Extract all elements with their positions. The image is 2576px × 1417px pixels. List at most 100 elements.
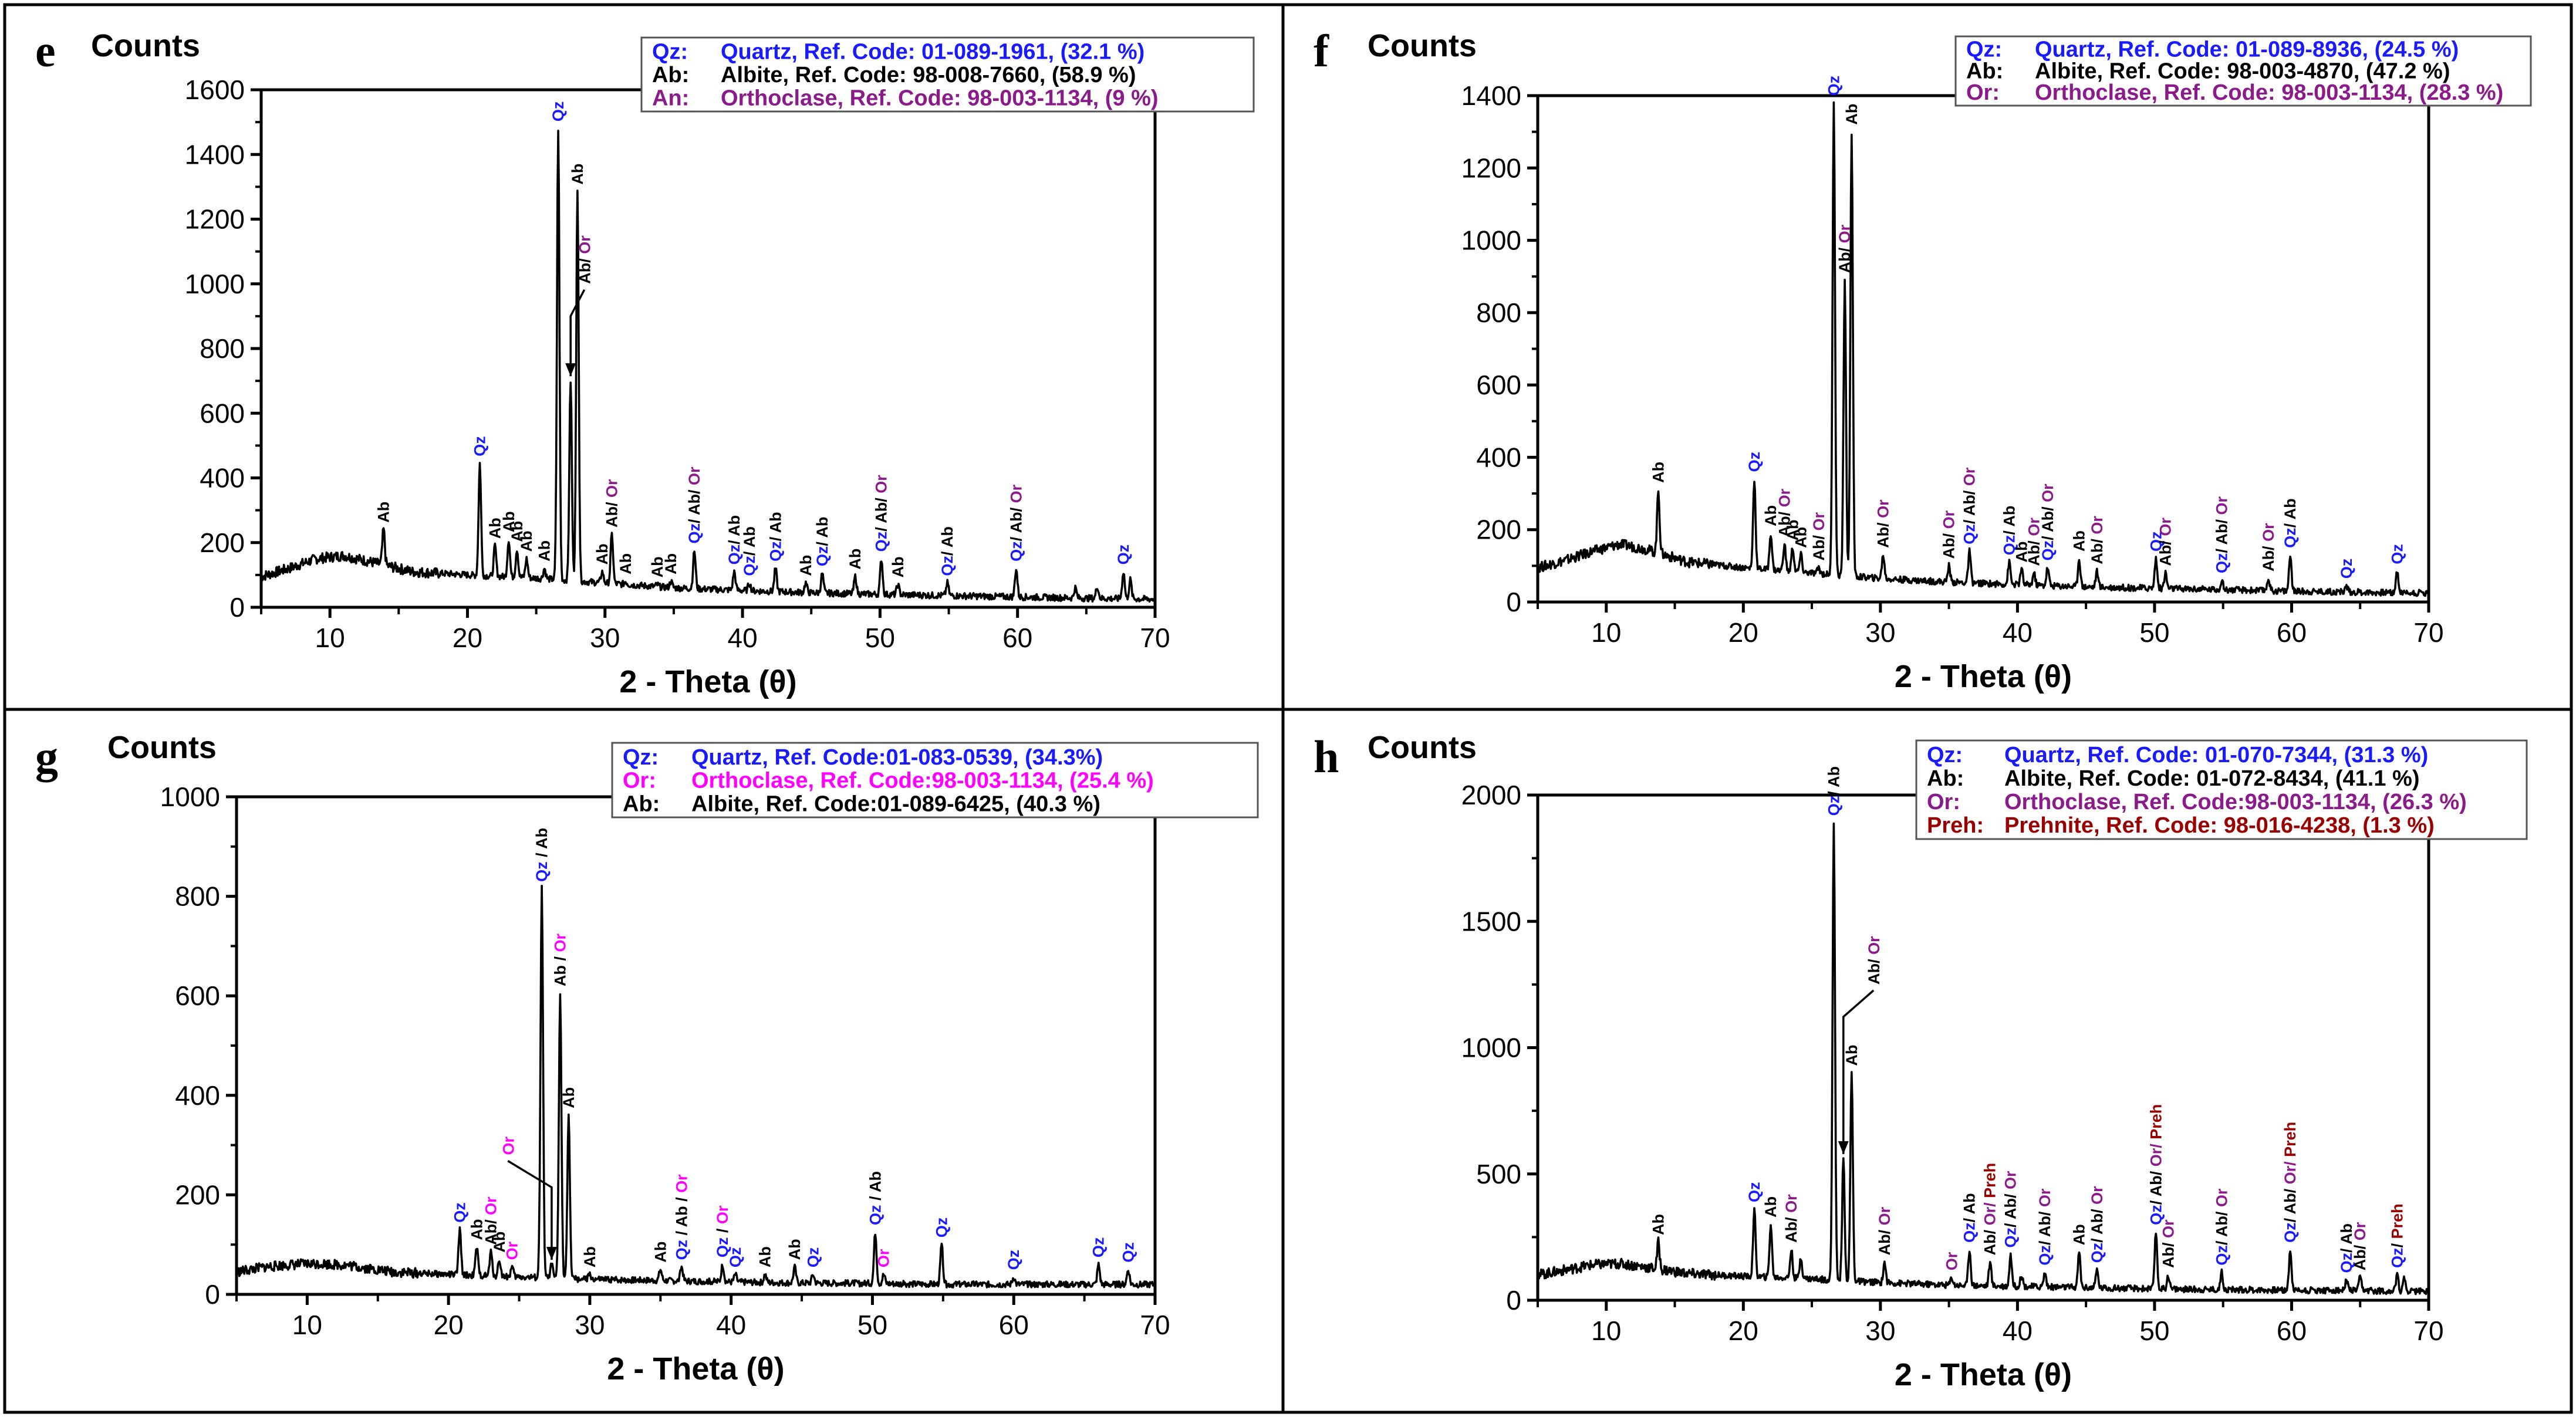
peak-label-part: Ab/ [1836,243,1853,273]
peak-label: Ab [1762,505,1780,526]
peak-label-part: Ab/ [1775,507,1793,537]
peak-label-part: Or [686,466,703,485]
peak-label-part: Ab/ [1875,518,1892,548]
peak-label: Qz/ Ab [1961,1193,1979,1243]
peak-label: Ab [1650,462,1667,483]
legend-entry: Albite, Ref. Code: 98-008-7660, (58.9 %) [721,63,1136,87]
peak-label-part: Or [1836,224,1853,243]
x-tick-label: 30 [575,1310,605,1340]
y-tick-label: 1600 [185,75,245,105]
peak-label: Ab [1762,1196,1780,1218]
y-tick-label: 1000 [160,782,220,812]
x-tick-label: 10 [315,623,345,653]
peak-label-part: Or [603,479,620,498]
peak-label-part: Qz [533,861,551,882]
peak-label-part: Qz [2213,1245,2230,1266]
peak-label: Qz [1115,545,1132,565]
peak-label: Ab/ Or [1940,510,1958,559]
legend-entry: Orthoclase, Ref. Code: 98-003-1134, (9 %… [721,86,1159,110]
peak-label-part: / Ab/ [686,485,703,523]
peak-label-part: Or [714,1205,731,1224]
peak-label-part: Qz [673,1240,690,1260]
peak-label-part: Qz [2388,544,2406,564]
legend-entry: Quartz, Ref. Code: 01-070-7344, (31.3 %) [2004,743,2428,767]
peak-label-part: / Ab/ [873,493,890,532]
peak-label-part: / Ab [938,526,956,556]
peak-label-part: Qz [1961,1222,1979,1243]
annotation-arrow [507,1160,553,1260]
peak-label: Qz/ Ab [813,517,831,567]
y-tick-label: 400 [200,463,245,493]
peak-label: Ab/ Or [1875,499,1892,548]
peak-label: Qz [1090,1237,1108,1258]
legend-code: Ab: [623,792,660,816]
peak-label: Ab/ Or [2260,523,2277,571]
x-tick-label: 20 [434,1310,464,1340]
peak-label-part: Ab/ [603,498,620,527]
peak-label-part: Qz [1961,524,1979,545]
peak-label-part: / Ab/ [2281,1184,2299,1222]
peak-label-part: Qz [933,1218,950,1238]
peak-label-part: Ab [662,553,680,574]
peak-label: Qz/ Preh [2388,1203,2406,1268]
peak-label: Ab/ Or [2159,1219,2177,1268]
peak-label-part: Qz [2281,1222,2299,1243]
legend-entry: Albite, Ref. Code: 01-072-8434, (41.1 %) [2004,766,2419,791]
peak-label-part: Ab [491,1232,508,1253]
x-tick-label: 50 [2139,617,2169,648]
x-axis-title: 2 - Theta (θ) [607,1351,784,1386]
peak-label-part: / Ab/ [2039,502,2057,540]
peak-label-part: Qz [1090,1237,1108,1258]
peak-label: Qz/ Ab/ Or [1961,467,1979,545]
peak-label: Ab [468,1219,485,1240]
peak-label-part: Ab [1650,1214,1667,1235]
peak-label-part: Or [2036,1188,2054,1207]
peak-label-part: Or [2213,496,2230,515]
legend-code: An: [652,86,689,110]
peak-label-part: Ab/ [1876,1225,1893,1255]
peak-label: Qz [1005,1250,1022,1270]
peak-label-part: / Ab/ [2213,1207,2230,1245]
peak-label: Ab [846,549,864,570]
peak-label-part: Or [1940,510,1958,529]
peak-label-part: Qz [813,546,831,567]
peak-label: Or [1943,1252,1960,1270]
y-axis-title: Counts [91,28,200,63]
legend-entry: Quartz, Ref. Code:01-083-0539, (34.3%) [691,745,1103,770]
peak-label: Qz/ Ab/ Or [2213,1188,2230,1266]
peak-label: Ab [569,164,586,185]
peak-label-part: Qz [2039,540,2057,561]
peak-label-part: Or [2159,1219,2177,1238]
x-tick-label: 10 [1591,1315,1621,1346]
diffraction-trace [235,884,1156,1289]
peak-label-part: / Ab [533,828,551,862]
legend-entry: Albite, Ref. Code: 98-003-4870, (47.2 %) [2035,59,2450,83]
peak-label: Ab [786,1239,803,1260]
peak-label: Ab [1650,1214,1667,1235]
peak-label: Ab [2070,530,2088,552]
x-tick-label: 40 [716,1310,746,1340]
peak-label-part: Ab [1762,1196,1780,1218]
peak-label: Ab [797,555,815,576]
peak-label-part: Or/ [2147,1139,2165,1167]
panel-g: g Counts 10 20 30 40 50 60 70 0 200 400 600 800 1000 2 … [3,708,1285,1414]
peak-label-part: Qz [451,1202,468,1223]
peak-label: Qz [549,102,567,122]
x-tick-label: 10 [292,1310,322,1340]
peak-label-part: Ab [560,1087,578,1108]
peak-label-part: Ab [1843,104,1861,125]
peak-label: Qz/ Ab/ Or [1007,484,1025,562]
peak-label: Qz/ Ab [1825,766,1842,816]
peak-label-part: Ab [500,511,518,532]
y-tick-label: 0 [1506,587,1521,617]
peak-label: Qz/ Ab [2000,506,2018,556]
peak-label: Qz/ Ab [938,526,956,576]
y-tick-label: 200 [1476,515,1521,545]
peak-label-part: Ab [786,1239,803,1260]
panel-e: e Counts 10 20 30 40 50 60 70 0 200 400 600 800 1000 12… [3,3,1285,711]
annotation-arrow [569,289,586,377]
y-tick-label: 1400 [185,139,245,170]
peak-label-part: Qz [686,523,703,544]
annotation-arrowhead [1838,1141,1849,1154]
panel-h: h Counts 10 20 30 40 50 60 70 0 500 1000 1500 2000 2 -… [1281,708,2573,1414]
